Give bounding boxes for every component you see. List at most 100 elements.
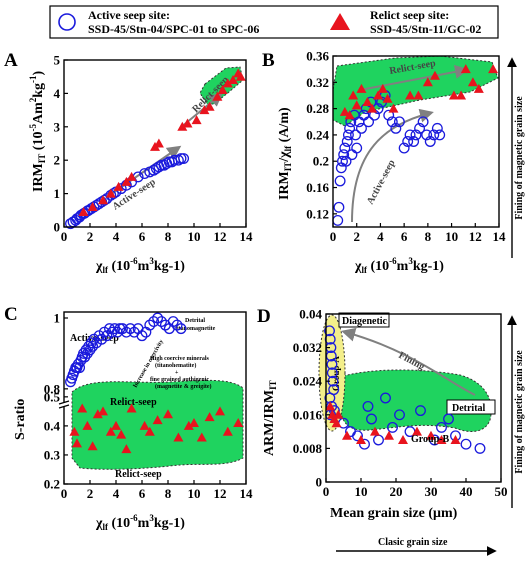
right-side-bottom-label: Fining of magnetic grain size xyxy=(514,350,525,474)
panel-d-letter: D xyxy=(257,306,271,327)
panel-c-active-point xyxy=(144,319,156,331)
panel-c-relict-point xyxy=(139,420,150,430)
panel-b-relict-point xyxy=(448,90,459,100)
panel-a-frame xyxy=(63,59,247,228)
panel-c-active-point xyxy=(136,330,148,342)
panel-c-active-point xyxy=(148,316,160,327)
panel-c-relict-point xyxy=(196,432,207,442)
panel-b-relict-point xyxy=(351,100,362,110)
panel-d-relict-point xyxy=(426,430,436,440)
panel-b-active-point xyxy=(340,155,352,167)
panel-b-xtick-label: 12 xyxy=(469,229,482,244)
panel-d-xtick-label: 50 xyxy=(495,484,508,499)
legend-active-marker xyxy=(58,13,76,31)
panel-d-ytick-label: 0.032 xyxy=(293,340,322,355)
panel-c-ytick-label: 0.4 xyxy=(44,418,61,433)
panel-b-relict-point xyxy=(473,83,484,93)
panel-b-relict-point xyxy=(339,106,350,116)
panel-c-active-point xyxy=(152,312,164,324)
panel-b-letter: B xyxy=(262,50,275,71)
panel-c-relict-point xyxy=(87,441,98,451)
panel-b-relict-point xyxy=(488,64,499,74)
panel-c-active-point xyxy=(87,340,99,352)
panel-c-ticks: 0 2 4 6 8 10 12 14 0.2 0.3 0.4 0.50.8 1 xyxy=(44,311,253,502)
panel-a-xtick-label: 4 xyxy=(113,229,120,244)
panel-b-relict-point xyxy=(413,90,424,100)
panel-c-relict-point xyxy=(72,438,82,448)
panel-c-ylabel: S-ratio xyxy=(13,399,28,440)
panel-b-active-label: Active-seep xyxy=(365,158,398,207)
panel-d-diagenetic-box xyxy=(338,312,390,328)
panel-d-active-point xyxy=(460,438,472,450)
panel-d-xtick-label: 10 xyxy=(355,484,368,499)
panel-d-ticks: 0 10 20 30 40 50 0 0.008 0.016 0.024 0.032 0.04 xyxy=(293,307,508,500)
panel-d-active-point xyxy=(415,405,426,417)
panel-d-active-point xyxy=(326,358,338,370)
panel-d-group-b-label: Group-B xyxy=(411,434,449,445)
panel-d-xtick-label: 0 xyxy=(323,484,330,499)
panel-b-ytick-label: 0.32 xyxy=(306,75,329,90)
panel-c-relict-point xyxy=(69,426,80,436)
panel-b-xtick-label: 10 xyxy=(445,229,458,244)
panel-b-frame xyxy=(332,55,500,228)
panel-b-relict-point xyxy=(362,97,373,107)
panel-b-relict-point xyxy=(348,90,359,100)
panel-b-active-point xyxy=(334,175,346,187)
panel-c-relict-point xyxy=(173,432,184,442)
panel-b-active-point xyxy=(402,136,414,147)
panel-b-xtick-label: 8 xyxy=(425,229,432,244)
panel-c-xtick-label: 0 xyxy=(61,486,68,501)
panel-a-active-point xyxy=(178,153,190,164)
panel-b-active-point xyxy=(344,122,356,134)
panel-c-active-point xyxy=(74,362,86,374)
panel-c-active-point xyxy=(114,323,126,335)
panel-b-relict-point xyxy=(405,90,416,100)
panel-b-relict-point xyxy=(356,83,367,93)
bottom-side: Clasic grain size xyxy=(336,537,497,556)
panel-b-relict-point xyxy=(367,103,378,113)
panel-b-relict-point xyxy=(373,90,384,100)
panel-a-relict-point xyxy=(191,115,202,125)
panel-d-active-point xyxy=(326,367,338,379)
panel-a-active-point xyxy=(175,153,187,164)
panel-c-relict-point xyxy=(92,409,103,419)
panel-c-active-point xyxy=(156,316,167,327)
panel-d-relict-point xyxy=(436,435,447,444)
panel-d-xtick-label: 30 xyxy=(425,484,438,499)
panel-c-relict-point xyxy=(121,444,132,454)
panel-c-axis-break xyxy=(58,400,70,409)
panel-b-active-point xyxy=(408,136,420,147)
panel-a-relict-point xyxy=(78,206,89,216)
panel-c-relict-point xyxy=(152,415,163,425)
panel-a-xtick-label: 12 xyxy=(214,229,227,244)
panel-b-ylabel: IRMIT/χlf (A/m) xyxy=(277,107,293,200)
panel-b-active-point xyxy=(421,129,433,141)
panel-a-relict-point xyxy=(235,71,246,81)
panel-a-xtick-label: 0 xyxy=(61,229,68,244)
panel-a-ytick-label: 0 xyxy=(54,220,61,235)
panel-b-active-point xyxy=(404,129,416,141)
panel-c-active-point xyxy=(171,319,183,331)
right-side-top: Fining of magnetic grain size xyxy=(507,57,525,258)
panel-d-ytick-label: 0.008 xyxy=(293,441,323,456)
legend: Active seep site: SSD-45/Stn-04/SPC-01 t… xyxy=(49,5,499,39)
panel-a-relict-point xyxy=(153,138,164,148)
panel-c-marks xyxy=(65,312,244,454)
panel-c-relict-point xyxy=(111,420,121,430)
panel-b-active-point xyxy=(351,142,363,154)
panel-d-xtick-label: 20 xyxy=(390,484,403,499)
panel-b-relict-point xyxy=(377,83,388,93)
panel-d-ytick-label: 0 xyxy=(316,475,323,490)
panel-b-active-point xyxy=(390,122,402,134)
panel-b-ytick-label: 0.16 xyxy=(306,180,329,195)
panel-b-active-point xyxy=(424,136,436,147)
panel-b-active-point xyxy=(414,122,426,134)
panel-b-active-point xyxy=(337,155,348,167)
panel-b-relict-arrow xyxy=(359,64,469,91)
panel-d-relict-point xyxy=(398,435,408,444)
panel-b-ytick-label: 0.12 xyxy=(306,206,329,221)
panel-d-active-point xyxy=(362,400,374,412)
panel-d-relict-point xyxy=(331,418,342,428)
panel-c-ytick-label: 0.8 xyxy=(44,381,61,396)
